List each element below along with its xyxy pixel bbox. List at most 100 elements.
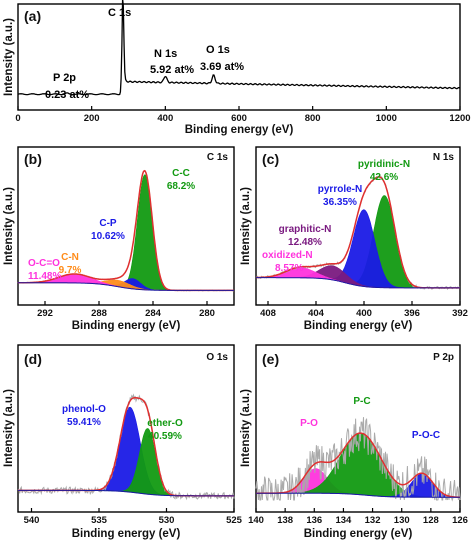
panel-b-x-ticks: 292 288 284 280	[37, 301, 215, 319]
panel-c-oxidized-name: oxidized-N	[262, 250, 313, 261]
tick-label: 0	[15, 113, 20, 124]
panel-c-pyridinic-name: pyridinic-N	[358, 159, 410, 170]
tick-label: 1000	[376, 113, 397, 124]
tick-label: 540	[24, 515, 40, 526]
panel-c-background	[256, 277, 460, 289]
tick-label: 530	[159, 515, 175, 526]
panel-e-raw-data	[255, 417, 461, 502]
tick-label: 408	[260, 308, 276, 319]
panel-a-survey-spectrum: (a) 0 200 400 600 800 1000 1200 Binding energy…	[3, 0, 471, 136]
panel-c-components	[255, 195, 460, 289]
panel-b-cp-value: 10.62%	[91, 231, 125, 242]
panel-a-o1s-percent: 3.69 at%	[200, 61, 244, 73]
tick-label: 138	[277, 515, 293, 526]
tick-label: 396	[404, 308, 420, 319]
tick-label: 132	[365, 515, 381, 526]
panel-c-n1s-spectrum: 408 404 400 396 392 (c) N 1s Binding energy …	[240, 146, 468, 332]
panel-a-o1s-label: O 1s	[206, 44, 230, 56]
panel-b-frame	[17, 146, 235, 306]
panel-b-letter: (b)	[24, 151, 42, 167]
panel-c-region: N 1s	[433, 152, 455, 163]
panel-d-region: O 1s	[206, 352, 228, 363]
panel-c-ylabel: Intensity (a.u.)	[240, 187, 252, 265]
tick-label: 284	[145, 308, 162, 319]
panel-a-c1s-label: C 1s	[108, 7, 131, 19]
panel-b-c1s-spectrum: 292 288 284 280 (b) C 1s Binding energy (eV…	[3, 146, 235, 332]
panel-d-components	[18, 406, 234, 497]
panel-e-p2p-spectrum: 140 138 136 134 132 130 128 126 (e) P 2p Bindin…	[240, 344, 468, 540]
panel-d-letter: (d)	[24, 351, 42, 367]
panel-b-background	[18, 282, 234, 291]
panel-d-ether-value: 40.59%	[148, 431, 182, 442]
panel-a-ylabel: Intensity (a.u.)	[3, 18, 15, 96]
tick-label: 288	[91, 308, 107, 319]
panel-b-xlabel: Binding energy (eV)	[72, 320, 181, 332]
tick-label: 392	[452, 308, 468, 319]
panel-b-cn-name: C-N	[61, 252, 79, 263]
tick-label: 128	[423, 515, 439, 526]
panel-b-ocoo-name: O-C=O	[28, 258, 60, 269]
panel-d-o1s-spectrum: 540 535 530 525 (d) O 1s Binding energy (eV…	[3, 344, 243, 540]
panel-a-p2p-percent: 0.23 at%	[45, 89, 89, 101]
tick-label: 525	[226, 515, 243, 526]
panel-a-letter: (a)	[24, 8, 41, 24]
tick-label: 292	[37, 308, 53, 319]
panel-e-background	[256, 492, 460, 498]
panel-e-region: P 2p	[433, 352, 454, 363]
panel-e-pc-name: P-C	[353, 396, 370, 407]
panel-d-phenol-name: phenol-O	[62, 404, 106, 415]
tick-label: 404	[308, 308, 325, 319]
panel-d-phenol-value: 59.41%	[67, 417, 101, 428]
panel-d-background	[18, 489, 234, 497]
panel-b-cc-name: C-C	[172, 168, 190, 179]
panel-a-n1s-label: N 1s	[154, 48, 177, 60]
tick-label: 134	[335, 515, 352, 526]
panel-a-x-ticks: 0 200 400 600 800 1000 1200	[15, 106, 471, 124]
panel-a-xlabel: Binding energy (eV)	[185, 124, 294, 136]
component-peak-phenol-o	[18, 406, 234, 497]
panel-c-frame	[255, 146, 461, 306]
panel-e-x-ticks: 140 138 136 134 132 130 128 126	[248, 508, 468, 526]
panel-d-xlabel: Binding energy (eV)	[72, 528, 181, 540]
tick-label: 400	[356, 308, 372, 319]
tick-label: 1200	[449, 113, 470, 124]
panel-c-letter: (c)	[262, 151, 279, 167]
tick-label: 400	[157, 113, 173, 124]
panel-a-survey-curve	[17, 0, 461, 96]
panel-b-ocoo-value: 11.48%	[28, 271, 61, 282]
panel-e-po-name: P-O	[300, 418, 318, 429]
panel-c-x-ticks: 408 404 400 396 392	[260, 301, 468, 319]
panel-d-x-ticks: 540 535 530 525	[24, 508, 243, 526]
panel-b-cp-name: C-P	[99, 218, 117, 229]
tick-label: 136	[306, 515, 322, 526]
panel-c-graphitic-name: graphitic-N	[279, 224, 332, 235]
panel-d-frame	[17, 344, 235, 513]
tick-label: 800	[305, 113, 321, 124]
panel-b-region: C 1s	[207, 152, 229, 163]
panel-e-poc-name: P-O-C	[412, 430, 440, 441]
panel-c-oxidized-value: 8.57%	[275, 263, 303, 274]
panel-c-graphitic-value: 12.48%	[288, 237, 322, 248]
panel-e-xlabel: Binding energy (eV)	[304, 528, 413, 540]
panel-b-cc-value: 68.2%	[167, 181, 195, 192]
tick-label: 535	[91, 515, 108, 526]
panel-e-letter: (e)	[262, 351, 279, 367]
panel-c-pyrrole-name: pyrrole-N	[318, 184, 362, 195]
panel-d-ether-name: ether-O	[147, 418, 183, 429]
tick-label: 130	[394, 515, 410, 526]
panel-e-ylabel: Intensity (a.u.)	[240, 389, 252, 467]
panel-b-ylabel: Intensity (a.u.)	[3, 187, 15, 265]
tick-label: 280	[199, 308, 215, 319]
panel-b-cn-value: 9.7%	[59, 265, 82, 276]
panel-c-pyrrole-value: 36.35%	[323, 197, 357, 208]
panel-c-xlabel: Binding energy (eV)	[304, 320, 413, 332]
tick-label: 600	[231, 113, 247, 124]
panel-d-ylabel: Intensity (a.u.)	[3, 389, 15, 467]
panel-a-p2p-label: P 2p	[53, 72, 76, 84]
panel-e-envelope	[256, 432, 460, 498]
panel-a-n1s-percent: 5.92 at%	[150, 64, 194, 76]
panel-e-frame	[255, 344, 461, 513]
tick-label: 140	[248, 515, 264, 526]
tick-label: 126	[452, 515, 468, 526]
